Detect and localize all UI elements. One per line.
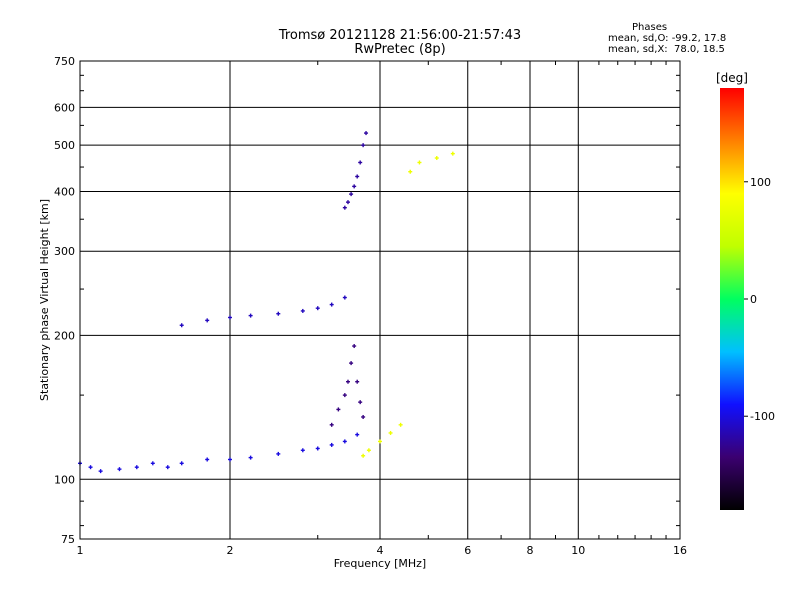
colorbar-label: [deg] [716, 71, 748, 85]
x-axis-label: Frequency [MHz] [334, 557, 426, 570]
x-tick-label: 2 [227, 544, 234, 557]
x-tick-label: 6 [464, 544, 471, 557]
x-tick-label: 4 [377, 544, 384, 557]
colorbar-tick-label: 100 [750, 176, 771, 189]
x-tick-label: 16 [673, 544, 687, 557]
x-tick-label: 8 [527, 544, 534, 557]
plot-frame [79, 60, 681, 540]
colorbar-tick-label: 0 [750, 293, 757, 306]
phases-heading: Phases [632, 22, 668, 33]
y-tick-label: 500 [54, 139, 75, 152]
phases-mean-x: mean, sd,X: 78.0, 18.5 [608, 44, 725, 55]
colorbar [720, 88, 744, 510]
y-tick-label: 750 [54, 55, 75, 68]
x-tick-label: 1 [77, 544, 84, 557]
colorbar-tick-label: -100 [750, 410, 775, 423]
chart-subtitle: RwPretec (8p) [354, 42, 446, 57]
y-tick-label: 200 [54, 329, 75, 342]
y-tick-label: 600 [54, 101, 75, 114]
phases-mean-o: mean, sd,O: -99.2, 17.8 [608, 33, 727, 44]
x-tick-label: 10 [571, 544, 585, 557]
chart-title: Tromsø 20121128 21:56:00-21:57:43 [278, 28, 522, 43]
y-tick-label: 100 [54, 473, 75, 486]
y-tick-label: 75 [61, 533, 75, 546]
y-tick-label: 300 [54, 245, 75, 258]
y-tick-label: 400 [54, 185, 75, 198]
y-axis-label: Stationary phase Virtual Height [km] [38, 199, 51, 401]
